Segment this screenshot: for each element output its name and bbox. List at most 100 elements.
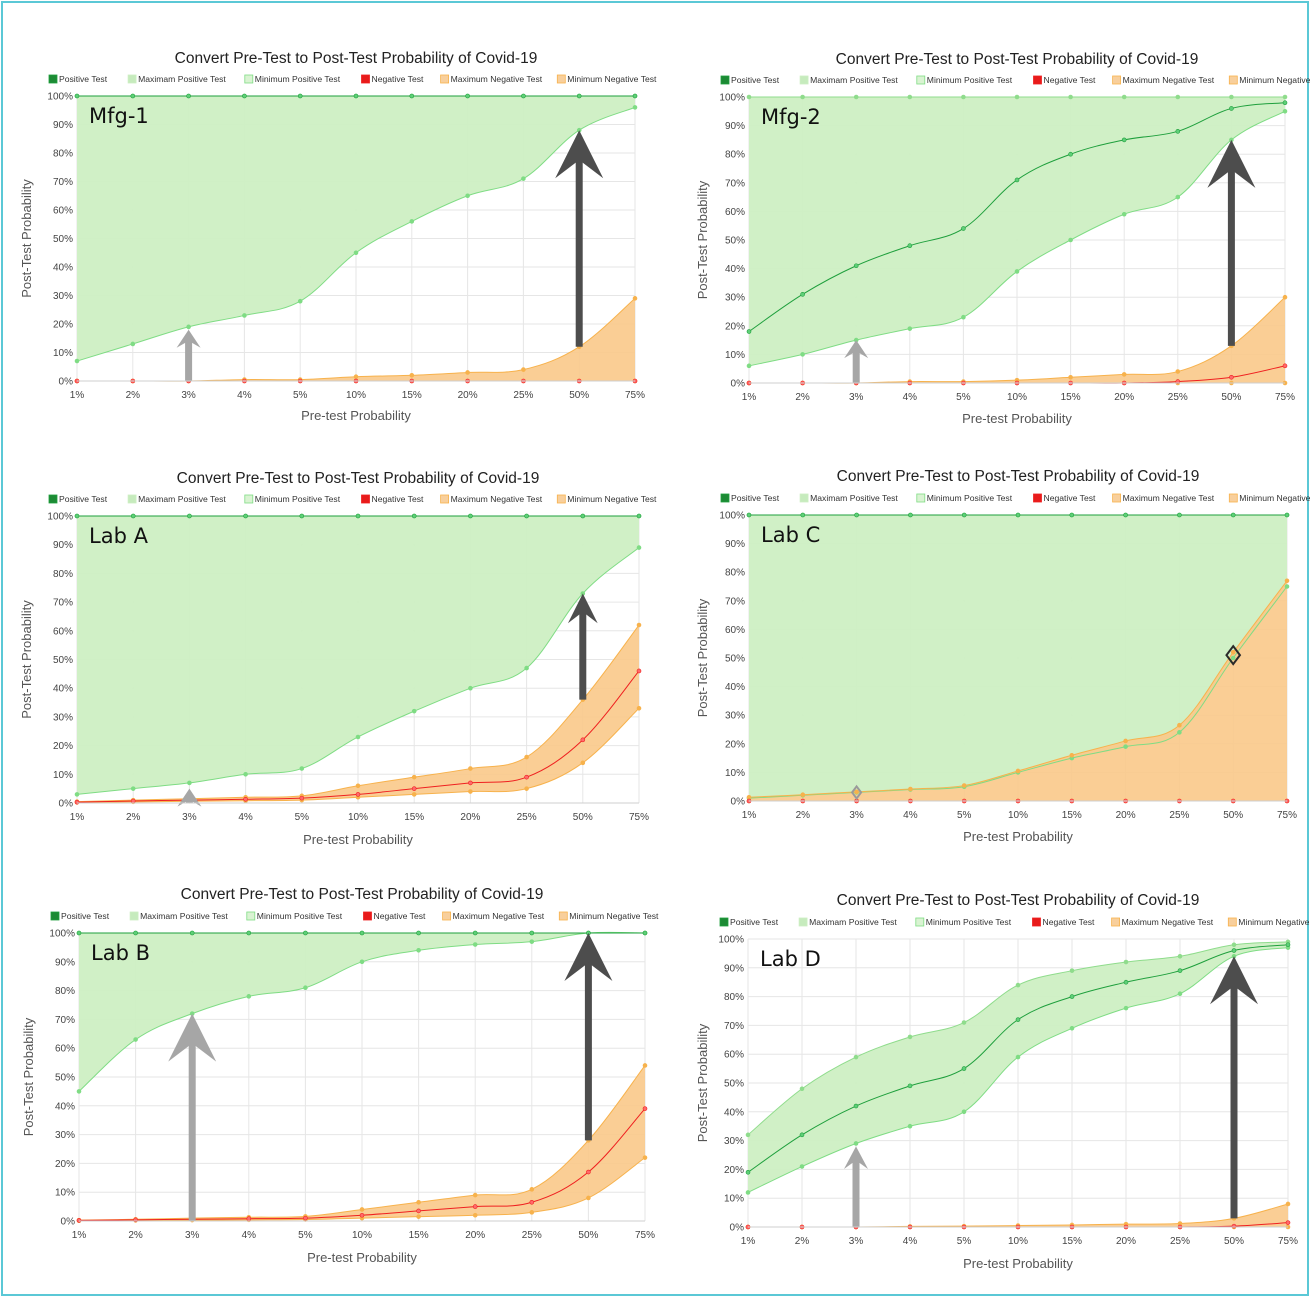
data-point-negative-test[interactable]: [529, 1199, 535, 1205]
data-point-positive-test[interactable]: [746, 329, 752, 334]
data-point-positive-test[interactable]: [576, 93, 582, 99]
data-point-minimum-positive-test[interactable]: [74, 358, 80, 364]
data-point-maximam-positive-test[interactable]: [745, 1132, 751, 1138]
data-point-minimum-positive-test[interactable]: [853, 1141, 859, 1146]
legend-label[interactable]: Maximum Negative Test: [451, 74, 543, 84]
data-point-positive-test[interactable]: [76, 930, 82, 936]
data-point-maximum-negative-test[interactable]: [854, 789, 859, 795]
data-point-minimum-positive-test[interactable]: [1068, 237, 1073, 243]
legend-swatch[interactable]: [50, 911, 60, 921]
legend-label[interactable]: Minimum Positive Test: [926, 917, 1012, 927]
data-point-negative-test[interactable]: [586, 1169, 591, 1175]
data-point-minimum-positive-test[interactable]: [1177, 730, 1182, 735]
data-point-negative-test[interactable]: [642, 1106, 648, 1111]
legend-label[interactable]: Maximum Negative Test: [1123, 75, 1215, 85]
data-point-negative-test[interactable]: [1285, 1220, 1291, 1225]
data-point-positive-test[interactable]: [1121, 137, 1127, 143]
data-point-positive-test[interactable]: [243, 513, 248, 519]
data-point-minimum-negative-test[interactable]: [642, 1155, 648, 1160]
data-point-negative-test[interactable]: [299, 795, 305, 801]
data-point-maximam-positive-test[interactable]: [1123, 959, 1129, 965]
data-point-maximum-negative-test[interactable]: [468, 766, 473, 771]
data-point-minimum-positive-test[interactable]: [1175, 194, 1181, 200]
data-point-positive-test[interactable]: [74, 513, 80, 519]
data-point-positive-test[interactable]: [468, 513, 473, 519]
data-point-minimum-positive-test[interactable]: [411, 708, 417, 714]
legend-swatch[interactable]: [361, 74, 370, 84]
legend-swatch[interactable]: [1112, 493, 1121, 503]
data-point-minimum-negative-test[interactable]: [472, 1212, 478, 1218]
data-point-minimum-positive-test[interactable]: [1069, 1025, 1075, 1031]
data-point-maximum-negative-test[interactable]: [1282, 294, 1288, 300]
data-point-maximum-negative-test[interactable]: [521, 367, 526, 372]
data-point-maximum-negative-test[interactable]: [1175, 369, 1181, 374]
data-point-minimum-positive-test[interactable]: [74, 792, 80, 797]
legend-label[interactable]: Positive Test: [730, 917, 779, 927]
data-point-negative-test[interactable]: [411, 786, 417, 791]
data-point-positive-test[interactable]: [1284, 512, 1290, 518]
data-point-minimum-positive-test[interactable]: [187, 780, 192, 786]
data-point-maximam-positive-test[interactable]: [907, 94, 913, 100]
data-point-maximam-positive-test[interactable]: [1282, 94, 1288, 100]
data-point-minimum-positive-test[interactable]: [242, 313, 247, 318]
data-point-minimum-positive-test[interactable]: [186, 324, 191, 330]
data-point-positive-test[interactable]: [130, 93, 136, 99]
data-point-maximum-negative-test[interactable]: [1285, 1201, 1291, 1207]
data-point-maximam-positive-test[interactable]: [1015, 982, 1021, 988]
data-point-maximum-negative-test[interactable]: [1069, 752, 1075, 758]
data-point-positive-test[interactable]: [1282, 100, 1288, 106]
data-point-negative-test[interactable]: [74, 799, 80, 805]
data-point-minimum-positive-test[interactable]: [465, 193, 470, 199]
data-point-minimum-positive-test[interactable]: [961, 314, 966, 320]
data-point-positive-test[interactable]: [1068, 151, 1073, 157]
data-point-maximum-negative-test[interactable]: [636, 622, 642, 628]
data-point-positive-test[interactable]: [1015, 1017, 1021, 1022]
data-point-minimum-negative-test[interactable]: [529, 1210, 535, 1215]
data-point-maximam-positive-test[interactable]: [1175, 94, 1181, 100]
legend-label[interactable]: Negative Test: [1044, 75, 1097, 85]
data-point-minimum-positive-test[interactable]: [1177, 991, 1183, 997]
legend-swatch[interactable]: [556, 74, 566, 84]
data-point-positive-test[interactable]: [1069, 994, 1075, 999]
data-point-minimum-positive-test[interactable]: [297, 298, 303, 304]
data-point-maximam-positive-test[interactable]: [1121, 94, 1127, 100]
data-point-minimum-positive-test[interactable]: [353, 250, 359, 256]
data-point-positive-test[interactable]: [800, 512, 806, 518]
legend-label[interactable]: Maximum Negative Test: [451, 494, 543, 504]
data-point-positive-test[interactable]: [1230, 512, 1236, 518]
data-point-positive-test[interactable]: [74, 93, 80, 99]
data-point-minimum-positive-test[interactable]: [472, 942, 478, 947]
data-point-minimum-positive-test[interactable]: [246, 994, 252, 999]
data-point-minimum-negative-test[interactable]: [411, 792, 417, 797]
data-point-minimum-positive-test[interactable]: [130, 786, 136, 791]
data-point-negative-test[interactable]: [359, 1212, 365, 1218]
legend-swatch[interactable]: [558, 911, 568, 921]
legend-label[interactable]: Positive Test: [59, 494, 108, 504]
data-point-maximum-negative-test[interactable]: [416, 1199, 421, 1205]
data-point-maximam-positive-test[interactable]: [961, 94, 966, 100]
data-point-minimum-positive-test[interactable]: [521, 176, 526, 181]
data-point-positive-test[interactable]: [961, 512, 967, 518]
data-point-maximum-negative-test[interactable]: [1068, 374, 1073, 380]
legend-label[interactable]: Minimum Positive Test: [927, 493, 1013, 503]
legend-swatch[interactable]: [246, 911, 256, 921]
legend-swatch[interactable]: [799, 493, 809, 503]
data-point-minimum-positive-test[interactable]: [76, 1089, 82, 1094]
data-point-positive-test[interactable]: [1231, 948, 1237, 953]
data-point-positive-test[interactable]: [1014, 177, 1020, 183]
data-point-negative-test[interactable]: [1229, 374, 1234, 380]
legend-label[interactable]: Minimum Negative Test: [1238, 917, 1312, 927]
data-point-maximum-negative-test[interactable]: [1123, 738, 1128, 744]
data-point-minimum-positive-test[interactable]: [907, 326, 913, 331]
data-point-minimum-positive-test[interactable]: [1015, 1054, 1021, 1060]
data-point-positive-test[interactable]: [854, 512, 859, 518]
legend-swatch[interactable]: [440, 494, 450, 504]
data-point-maximum-negative-test[interactable]: [1177, 722, 1182, 728]
data-point-maximam-positive-test[interactable]: [1069, 968, 1075, 973]
data-point-maximam-positive-test[interactable]: [1177, 953, 1183, 959]
legend-swatch[interactable]: [127, 74, 137, 84]
legend-swatch[interactable]: [244, 494, 254, 504]
legend-swatch[interactable]: [915, 917, 925, 927]
data-point-maximum-negative-test[interactable]: [800, 792, 806, 798]
data-point-maximam-positive-test[interactable]: [800, 94, 805, 100]
